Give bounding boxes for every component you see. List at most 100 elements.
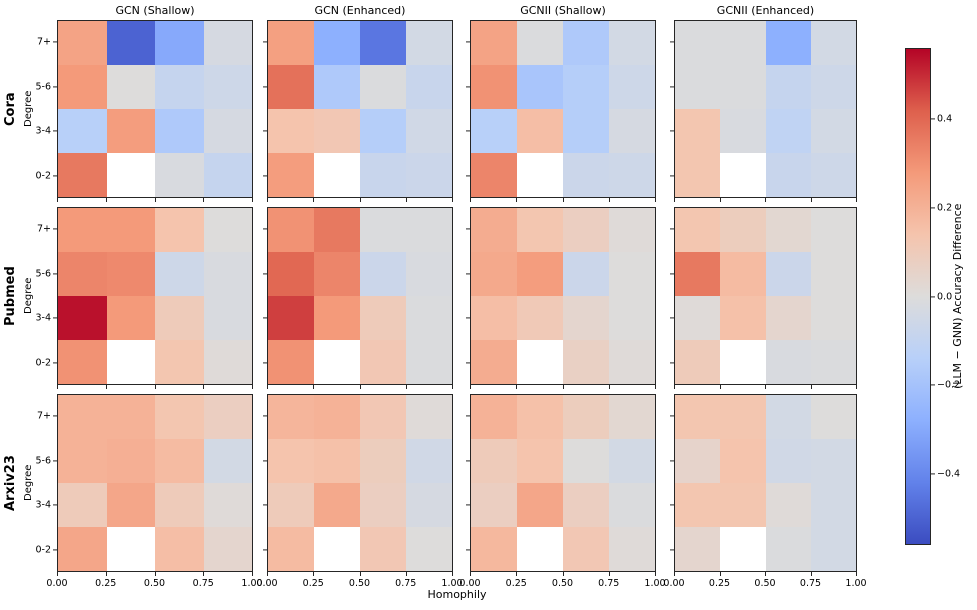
heatmap-cell [406, 340, 452, 384]
y-tick-mark [53, 175, 57, 177]
heatmap-cell [106, 527, 155, 571]
heatmap-panel-pubmed-4 [674, 207, 857, 385]
heatmap-cell [609, 340, 655, 384]
heatmap-cell [406, 527, 452, 571]
x-tick-label: 1.00 [241, 578, 263, 589]
y-tick-mark [263, 317, 267, 319]
heatmap-cell [203, 109, 252, 153]
colorbar-tick-mark [931, 295, 935, 298]
heatmap-cell [609, 483, 655, 527]
heatmap-cell [268, 296, 314, 340]
x-tick-label: 0.25 [95, 578, 117, 589]
heatmap-cell [268, 153, 314, 197]
y-tick-mark [466, 130, 470, 132]
heatmap-cell [360, 296, 406, 340]
colorbar-tick-mark [931, 118, 935, 120]
heatmap-cell [268, 21, 314, 65]
heatmap-cell [765, 527, 811, 571]
x-tick-mark [562, 198, 564, 202]
heatmap-cell [609, 65, 655, 109]
heatmap-cell [314, 21, 360, 65]
y-tick-mark [466, 362, 470, 364]
panel-title: GCN (Shallow) [115, 4, 195, 17]
heatmap-cell [58, 527, 107, 571]
heatmap-cell [360, 153, 406, 197]
heatmap-cell [268, 483, 314, 527]
heatmap-cell [268, 340, 314, 384]
y-tick-mark [53, 228, 57, 230]
x-tick-label: 0.25 [708, 578, 731, 589]
heatmap-cell [106, 395, 155, 439]
x-tick-mark [203, 385, 205, 389]
x-tick-label: 0.50 [551, 578, 574, 589]
y-tick-mark [670, 175, 674, 177]
heatmap-cell [155, 153, 204, 197]
heatmap-cell [58, 483, 107, 527]
heatmap-cell [563, 439, 609, 483]
heatmap-cell [765, 439, 811, 483]
heatmap-cell [720, 21, 766, 65]
heatmap-cell [360, 208, 406, 252]
x-tick-mark [105, 198, 107, 202]
heatmap-cell [314, 439, 360, 483]
heatmap-cell [360, 65, 406, 109]
heatmap-cell [720, 153, 766, 197]
x-tick-mark [856, 198, 858, 202]
row-dataset-label: Arxiv23 [3, 455, 18, 511]
heatmap-cell [58, 153, 107, 197]
heatmap-cell [517, 208, 563, 252]
x-tick-mark [516, 198, 518, 202]
heatmap-cell [563, 527, 609, 571]
heatmap-cell [563, 65, 609, 109]
x-tick-mark [810, 572, 812, 576]
heatmap-cell [58, 395, 107, 439]
x-tick-mark [655, 385, 657, 389]
heatmap-cell [517, 483, 563, 527]
heatmap-cell [203, 21, 252, 65]
heatmap-cell [58, 208, 107, 252]
y-tick-label: 5-6 [35, 268, 51, 280]
x-tick-mark [856, 385, 858, 389]
x-tick-mark [452, 385, 454, 389]
heatmap-cell [765, 153, 811, 197]
heatmap-cell [609, 252, 655, 296]
x-tick-mark [57, 198, 59, 202]
x-tick-mark [203, 198, 205, 202]
y-tick-mark [466, 504, 470, 506]
heatmap-cell [563, 395, 609, 439]
heatmap-cell [810, 109, 856, 153]
x-tick-mark [203, 572, 205, 576]
heatmap-cell [720, 296, 766, 340]
x-tick-label: 1.00 [441, 578, 463, 589]
y-tick-mark [670, 130, 674, 132]
y-tick-mark [53, 415, 57, 417]
heatmap-cell [517, 296, 563, 340]
heatmap-cell [517, 527, 563, 571]
heatmap-cell [314, 395, 360, 439]
y-tick-mark [670, 228, 674, 230]
heatmap-cell [517, 395, 563, 439]
heatmap-cell [268, 527, 314, 571]
x-tick-mark [470, 198, 472, 202]
x-tick-mark [313, 572, 315, 576]
x-tick-label: 0.75 [192, 578, 214, 589]
panel-title: GCN (Enhanced) [314, 4, 406, 17]
heatmap-cell [609, 395, 655, 439]
heatmap-cell [720, 483, 766, 527]
heatmap-cell [675, 65, 721, 109]
y-tick-mark [263, 362, 267, 364]
x-tick-mark [154, 572, 156, 576]
x-tick-mark [359, 198, 361, 202]
heatmap-cell [517, 65, 563, 109]
heatmap-cell [360, 109, 406, 153]
heatmap-cell [810, 527, 856, 571]
heatmap-cell [406, 439, 452, 483]
heatmap-cell [155, 109, 204, 153]
heatmap-cell [471, 395, 517, 439]
y-tick-mark [670, 415, 674, 417]
x-tick-label: 0.00 [256, 578, 278, 589]
x-tick-mark [470, 572, 472, 576]
x-tick-mark [674, 572, 676, 576]
x-tick-mark [313, 385, 315, 389]
